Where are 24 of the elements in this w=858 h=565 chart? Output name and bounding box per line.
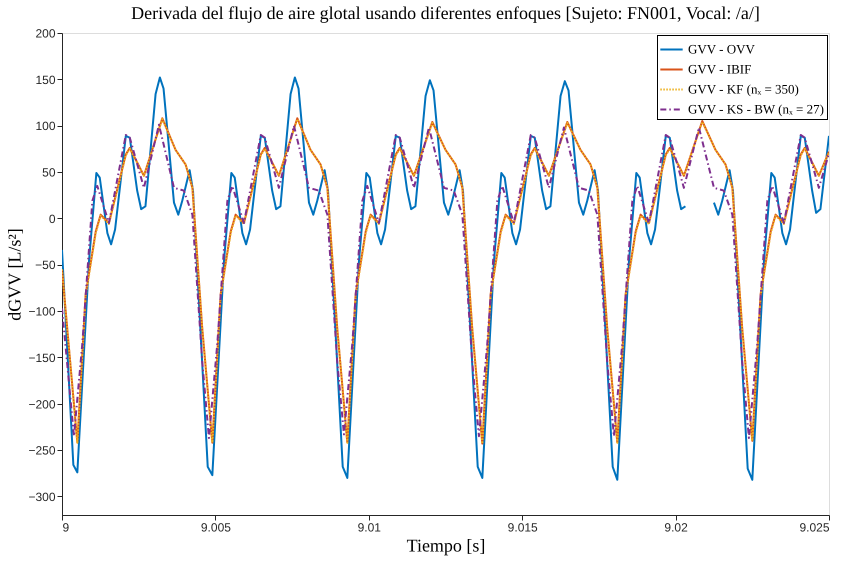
legend-label: GVV - KS - BW (nₓ = 27)	[688, 102, 824, 116]
x-tick-label: 9	[62, 520, 70, 534]
y-tick-label: 0	[48, 212, 56, 226]
y-tick-label: −200	[28, 397, 56, 412]
legend-label: GVV - KF (nₓ = 350)	[688, 82, 799, 96]
y-tick-label: −50	[35, 258, 56, 272]
y-tick-label: −250	[28, 444, 56, 458]
chart-title: Derivada del flujo de aire glotal usando diferentes enfoques [Sujeto: FN001, Vocal: /a/]	[131, 3, 760, 23]
y-tick-label: −300	[28, 490, 56, 504]
x-tick-label: 9.005	[200, 520, 232, 534]
y-tick-label: 50	[42, 166, 56, 180]
legend-label: GVV - IBIF	[688, 62, 752, 76]
x-tick-label: 9.02	[664, 520, 688, 534]
x-tick-label: 9.01	[358, 520, 382, 534]
legend-label: GVV - OVV	[688, 42, 756, 56]
x-axis-title: Tiempo [s]	[406, 536, 486, 556]
y-tick-label: 200	[35, 26, 56, 40]
x-tick-label: 9.025	[799, 520, 830, 534]
y-axis-title: dGVV [L/s²]	[4, 228, 24, 321]
y-tick-label: 150	[35, 72, 56, 87]
y-tick-label: −100	[28, 304, 56, 319]
x-tick-label: 9.015	[508, 520, 538, 534]
y-tick-label: 100	[35, 119, 56, 134]
y-tick-label: −150	[28, 350, 56, 365]
